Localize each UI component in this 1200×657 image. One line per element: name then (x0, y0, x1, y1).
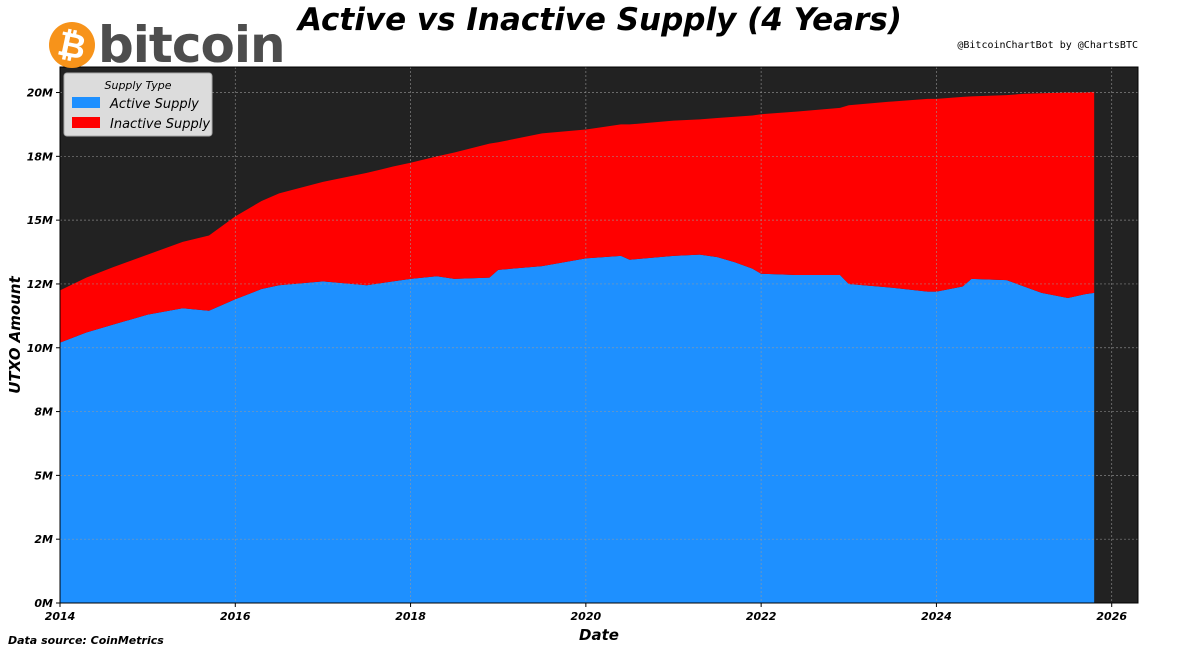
y-tick-label: 18M (27, 150, 53, 163)
x-tick-label: 2016 (220, 610, 251, 623)
y-tick-label: 2M (34, 533, 53, 546)
chart-credit: @BitcoinChartBot by @ChartsBTC (957, 40, 1138, 51)
x-tick-label: 2020 (571, 610, 602, 623)
legend-swatch-active (72, 97, 100, 108)
chart-title: Active vs Inactive Supply (4 Years) (298, 2, 902, 38)
y-tick-label: 8M (34, 406, 53, 419)
x-axis-label: Date (579, 626, 619, 644)
legend-title: Supply Type (104, 79, 171, 92)
x-tick-label: 2022 (746, 610, 777, 623)
x-tick-label: 2018 (395, 610, 426, 623)
data-source-note: Data source: CoinMetrics (8, 634, 164, 647)
y-tick-label: 10M (27, 342, 53, 355)
plot-frame (59, 66, 1139, 604)
y-tick-label: 12M (27, 278, 53, 291)
y-tick-label: 0M (34, 597, 53, 610)
legend-label-active: Active Supply (109, 97, 199, 112)
legend-label-inactive: Inactive Supply (110, 117, 210, 132)
area-inactive-supply (60, 91, 1095, 343)
legend-swatch-inactive (72, 117, 100, 128)
y-tick-label: 5M (34, 469, 53, 482)
bitcoin-logo: ₿ bitcoin (48, 16, 286, 74)
area-active-supply (60, 254, 1095, 603)
ticks-layer: 2014 2016 2018 2020 2022 2024 2026 0M 2M 5M 8M 10M 1… (27, 87, 1128, 623)
x-tick-label: 2026 (1096, 610, 1127, 623)
legend: Supply Type Active Supply Inactive Suppl… (63, 72, 213, 137)
x-tick-label: 2014 (45, 610, 76, 623)
legend-box (63, 72, 213, 137)
bitcoin-coin-icon: ₿ (49, 22, 95, 68)
y-tick-label: 15M (27, 214, 53, 227)
x-tick-label: 2024 (921, 610, 952, 623)
logo-wordmark: bitcoin (98, 16, 286, 74)
y-axis-label: UTXO Amount (6, 275, 24, 393)
y-tick-label: 20M (27, 87, 53, 100)
series-layer (60, 91, 1095, 603)
